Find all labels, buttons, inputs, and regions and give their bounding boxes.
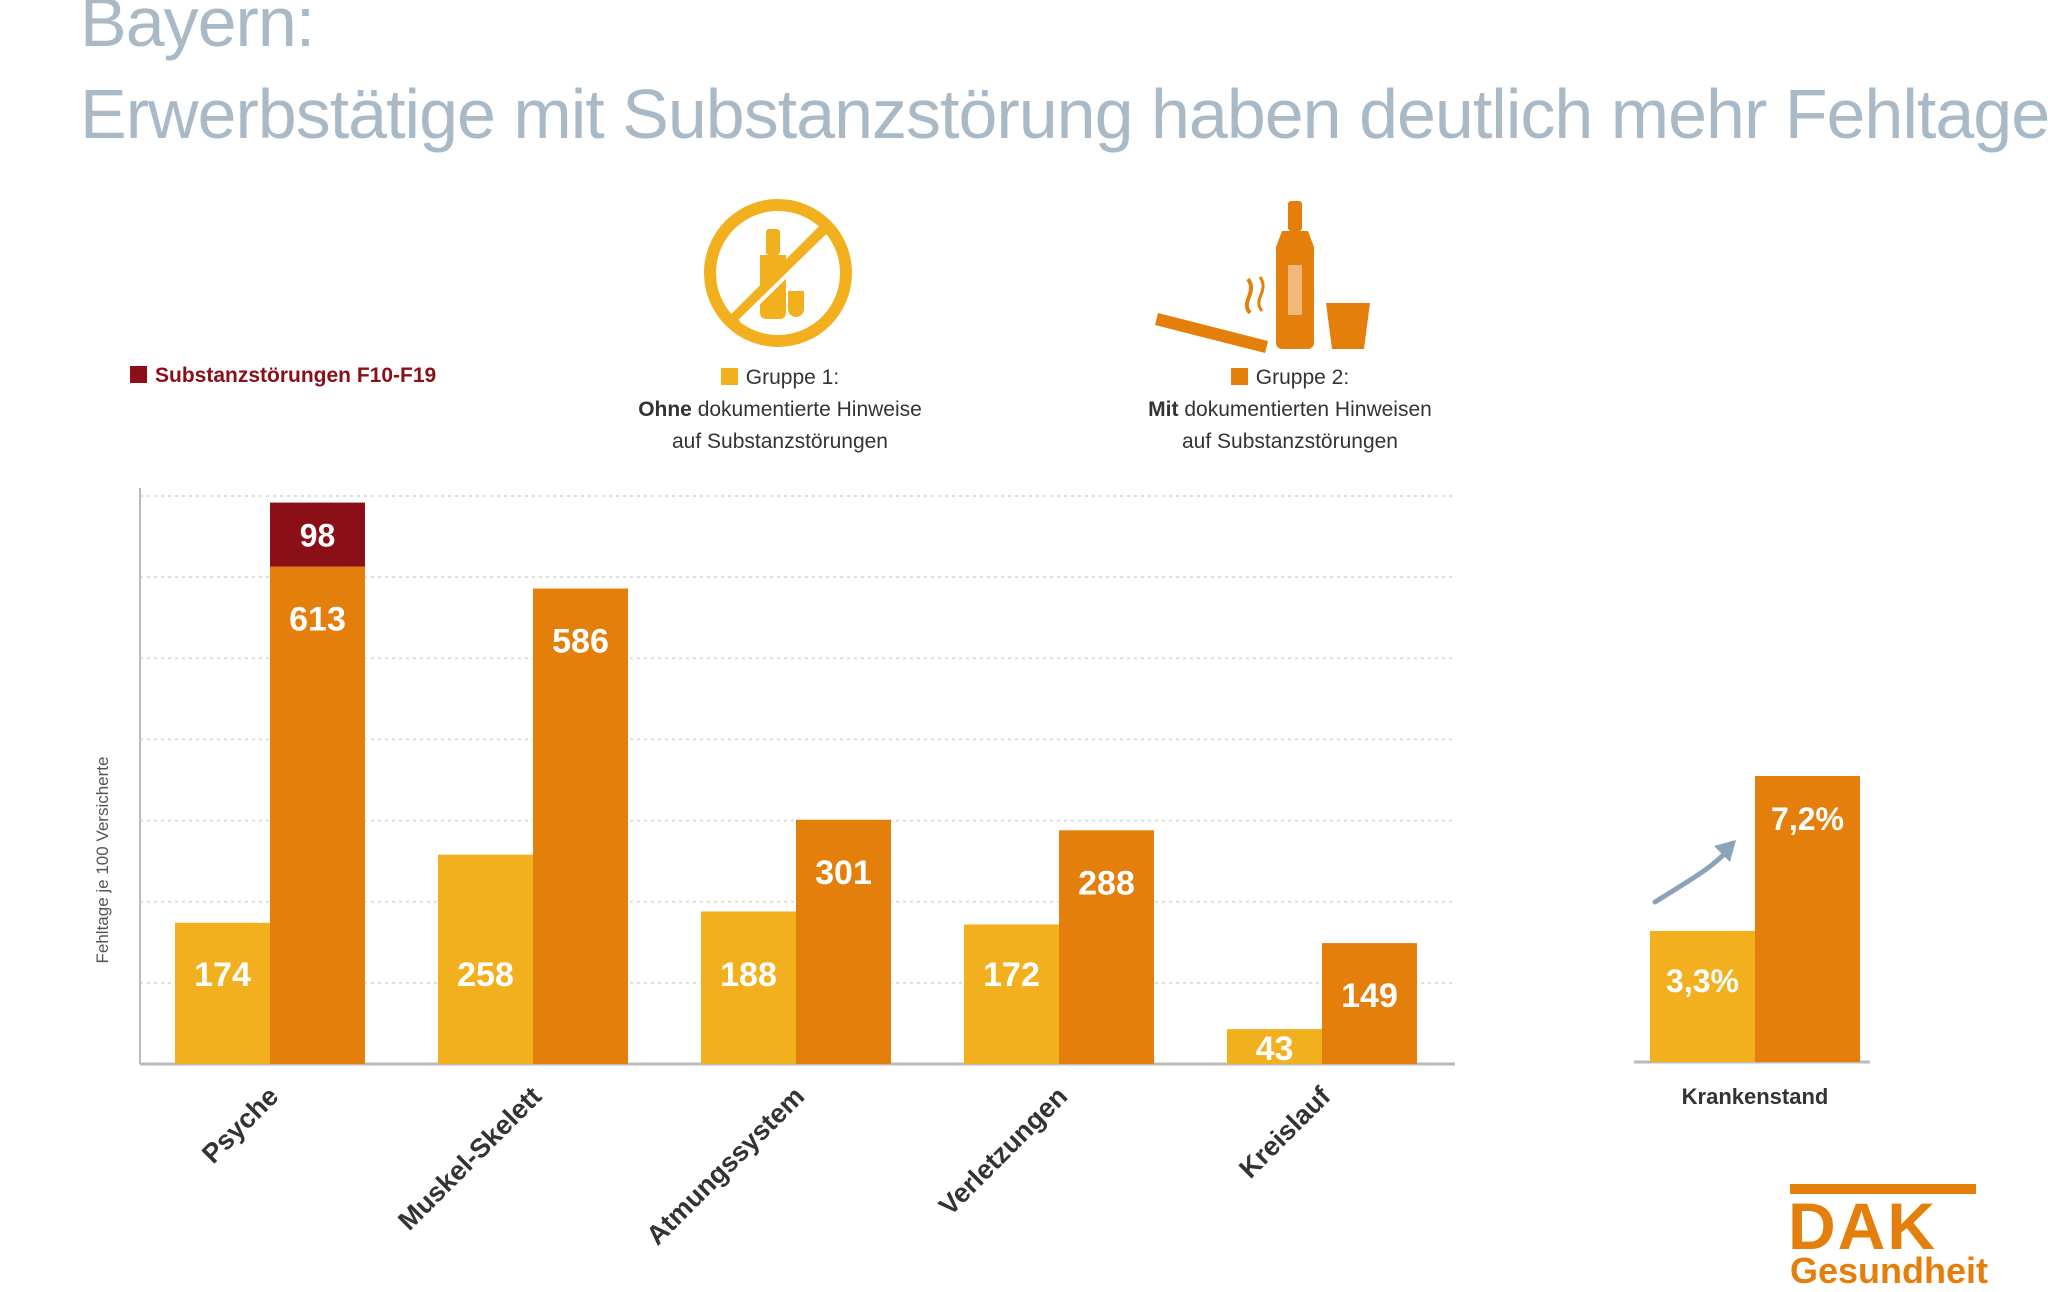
- cigarette-bottle-glass-icon: [1155, 201, 1370, 353]
- bar-group2: [796, 819, 891, 1064]
- bar-group1: [964, 924, 1059, 1064]
- data-label-group2: 301: [815, 854, 872, 892]
- data-label-group2: 586: [552, 623, 609, 661]
- data-label-group1: 174: [194, 956, 251, 994]
- bar-group1: [175, 922, 270, 1064]
- x-tick-label: Kreislauf: [1233, 1080, 1337, 1184]
- legend-group2-bold: Mit: [1148, 398, 1179, 421]
- data-label-group1: 188: [720, 956, 777, 994]
- bar-group2: [1059, 830, 1154, 1064]
- logo-bar: [1790, 1184, 1976, 1194]
- x-tick-label: Psyche: [196, 1081, 284, 1169]
- legend-group2-label: Gruppe 2:: [1255, 366, 1350, 389]
- legend-substance-label: Substanzstörungen F10-F19: [155, 364, 437, 387]
- page-title: Erwerbstätige mit Substanzstörung haben …: [80, 75, 2048, 153]
- logo-brand: DAK: [1788, 1189, 1937, 1263]
- no-alcohol-icon: [704, 199, 852, 347]
- legend-group1-line2: dokumentierte Hinweise: [697, 398, 922, 421]
- bar-krankenstand-group2: [1755, 776, 1860, 1062]
- data-label-group2: 613: [289, 601, 346, 639]
- data-label-group2: 149: [1341, 977, 1398, 1015]
- data-label-substance: 98: [300, 518, 336, 554]
- legend-group1-label: Gruppe 1:: [745, 366, 840, 389]
- data-label-group2: 288: [1078, 864, 1135, 902]
- x-tick-label: Verletzungen: [933, 1081, 1073, 1221]
- data-label-group1: 43: [1256, 1030, 1294, 1068]
- x-tick-label: Atmungssystem: [640, 1081, 810, 1251]
- title-region: Bayern:: [80, 0, 315, 61]
- legend-group1-line3: auf Substanzstörungen: [672, 430, 888, 453]
- x-tick-label-krankenstand: Krankenstand: [1682, 1084, 1829, 1109]
- trend-arrowhead-icon: [1714, 840, 1736, 862]
- logo-sub: Gesundheit: [1790, 1250, 1989, 1291]
- bar-group1: [438, 854, 533, 1064]
- legend-group1-bold: Ohne: [638, 398, 692, 421]
- bar-group1: [701, 911, 796, 1064]
- bar-krankenstand-group1: [1650, 930, 1755, 1062]
- bar-group1: [1227, 1029, 1322, 1064]
- bar-group2: [1322, 943, 1417, 1064]
- legend-group1: Gruppe 1: Ohne dokumentierte Hinweise au…: [560, 362, 1000, 458]
- data-label-krankenstand-group1: 3,3%: [1666, 963, 1739, 999]
- legend-group2-line2: dokumentierten Hinweisen: [1184, 398, 1432, 421]
- legend-group2-swatch: [1230, 368, 1248, 385]
- legend-group1-swatch: [720, 368, 738, 385]
- legend-group2: Gruppe 2: Mit dokumentierten Hinweisen a…: [1060, 362, 1520, 458]
- bar-group2: [533, 588, 628, 1064]
- trend-arrow-icon: [1652, 847, 1731, 905]
- x-tick-label: Muskel-Skelett: [392, 1081, 547, 1236]
- y-axis-label: Fehltage je 100 Versicherte: [93, 757, 112, 964]
- bar-substance: [270, 502, 365, 567]
- legend-substance: Substanzstörungen F10-F19: [130, 360, 436, 392]
- bar-group2: [270, 566, 365, 1064]
- data-label-group1: 172: [983, 956, 1040, 994]
- data-label-krankenstand-group2: 7,2%: [1771, 801, 1844, 837]
- legend-group2-line3: auf Substanzstörungen: [1182, 430, 1398, 453]
- dak-logo: DAK Gesundheit: [1784, 1180, 1988, 1291]
- data-label-group1: 258: [457, 956, 514, 994]
- legend-substance-swatch: [130, 366, 147, 383]
